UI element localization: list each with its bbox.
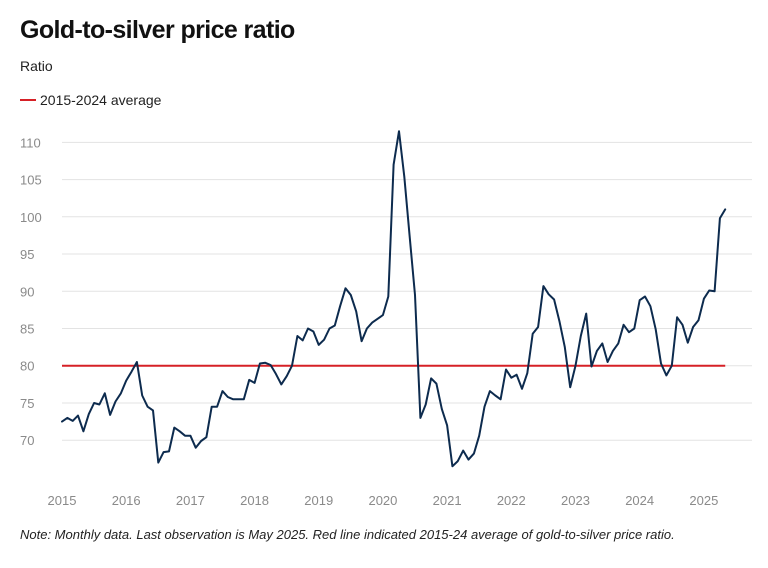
x-tick-label: 2025 bbox=[689, 493, 718, 508]
chart-title: Gold-to-silver price ratio bbox=[20, 16, 295, 44]
series-line-0 bbox=[61, 130, 727, 468]
y-tick-label: 90 bbox=[20, 284, 34, 299]
x-tick-label: 2019 bbox=[304, 493, 333, 508]
y-tick-label: 85 bbox=[20, 322, 34, 337]
x-tick-label: 2015 bbox=[48, 493, 77, 508]
x-tick-label: 2024 bbox=[625, 493, 654, 508]
footnote: Note: Monthly data. Last observation is … bbox=[20, 527, 675, 542]
x-tick-label: 2018 bbox=[240, 493, 269, 508]
data-marks bbox=[61, 130, 727, 468]
y-tick-label: 110 bbox=[20, 135, 41, 150]
x-tick-labels: 2015 2016 2017 2018 2019 2020 2021 2022 2023 2024… bbox=[48, 493, 719, 508]
y-tick-label: 95 bbox=[20, 247, 34, 262]
y-tick-label: 80 bbox=[20, 359, 34, 374]
y-axis-label: Ratio bbox=[20, 58, 53, 74]
y-tick-labels: 70 75 80 85 90 95 100 105 110 bbox=[20, 135, 42, 448]
legend-label-average: 2015-2024 average bbox=[40, 92, 162, 108]
x-tick-label: 2023 bbox=[561, 493, 590, 508]
x-tick-label: 2021 bbox=[433, 493, 462, 508]
x-tick-label: 2016 bbox=[112, 493, 141, 508]
y-tick-label: 100 bbox=[20, 210, 42, 225]
legend: 2015-2024 average bbox=[20, 92, 161, 108]
y-tick-label: 70 bbox=[20, 433, 34, 448]
y-tick-label: 75 bbox=[20, 396, 34, 411]
x-tick-label: 2020 bbox=[368, 493, 397, 508]
legend-swatch-average bbox=[20, 99, 36, 101]
x-tick-label: 2017 bbox=[176, 493, 205, 508]
x-tick-label: 2022 bbox=[497, 493, 526, 508]
y-tick-label: 105 bbox=[20, 173, 42, 188]
gridlines bbox=[62, 141, 752, 441]
